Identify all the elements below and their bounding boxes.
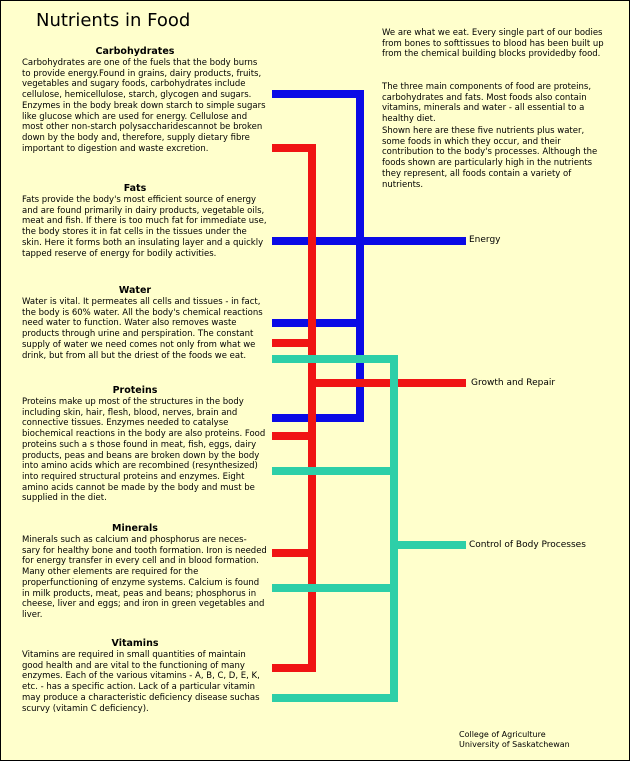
water-heading: Water bbox=[118, 285, 152, 296]
control-trunk bbox=[272, 355, 398, 702]
proteins-heading: Proteins bbox=[112, 385, 158, 396]
growth-trunk bbox=[272, 144, 316, 672]
fats-text: Fats provide the body's most efficient s… bbox=[22, 195, 267, 259]
control-connector bbox=[272, 355, 466, 702]
proteins-text: Proteins make up most of the structures … bbox=[22, 397, 266, 504]
fats-heading: Fats bbox=[123, 183, 147, 194]
minerals-heading: Minerals bbox=[112, 523, 158, 534]
page-title: Nutrients in Food bbox=[36, 10, 191, 31]
carbohydrates-heading: Carbohydrates bbox=[95, 46, 175, 57]
carbohydrates-text: Carbohydrates are one of the fuels that … bbox=[22, 58, 266, 154]
growth-connector bbox=[272, 144, 466, 672]
credit-university: University of Saskatchewan bbox=[459, 740, 570, 749]
energy-connector bbox=[272, 90, 466, 422]
intro-paragraph-2: The three main components of food are pr… bbox=[382, 82, 592, 125]
intro-paragraph-3: Shown here are these five nutrients plus… bbox=[382, 126, 598, 190]
minerals-text: Minerals such as calcium and phosphorus … bbox=[22, 535, 267, 620]
intro-paragraph-1: We are what we eat. Every single part of… bbox=[382, 28, 604, 60]
credit-college: College of Agriculture bbox=[459, 730, 546, 739]
credit: College of Agriculture University of Sas… bbox=[459, 730, 570, 750]
control-label: Control of Body Processes bbox=[469, 540, 586, 550]
vitamins-text: Vitamins are required in small quantitie… bbox=[22, 650, 260, 714]
vitamins-heading: Vitamins bbox=[111, 638, 159, 649]
growth-label: Growth and Repair bbox=[471, 378, 556, 388]
energy-label: Energy bbox=[469, 235, 501, 245]
water-text: Water is vital. It permeates all cells a… bbox=[22, 297, 263, 361]
